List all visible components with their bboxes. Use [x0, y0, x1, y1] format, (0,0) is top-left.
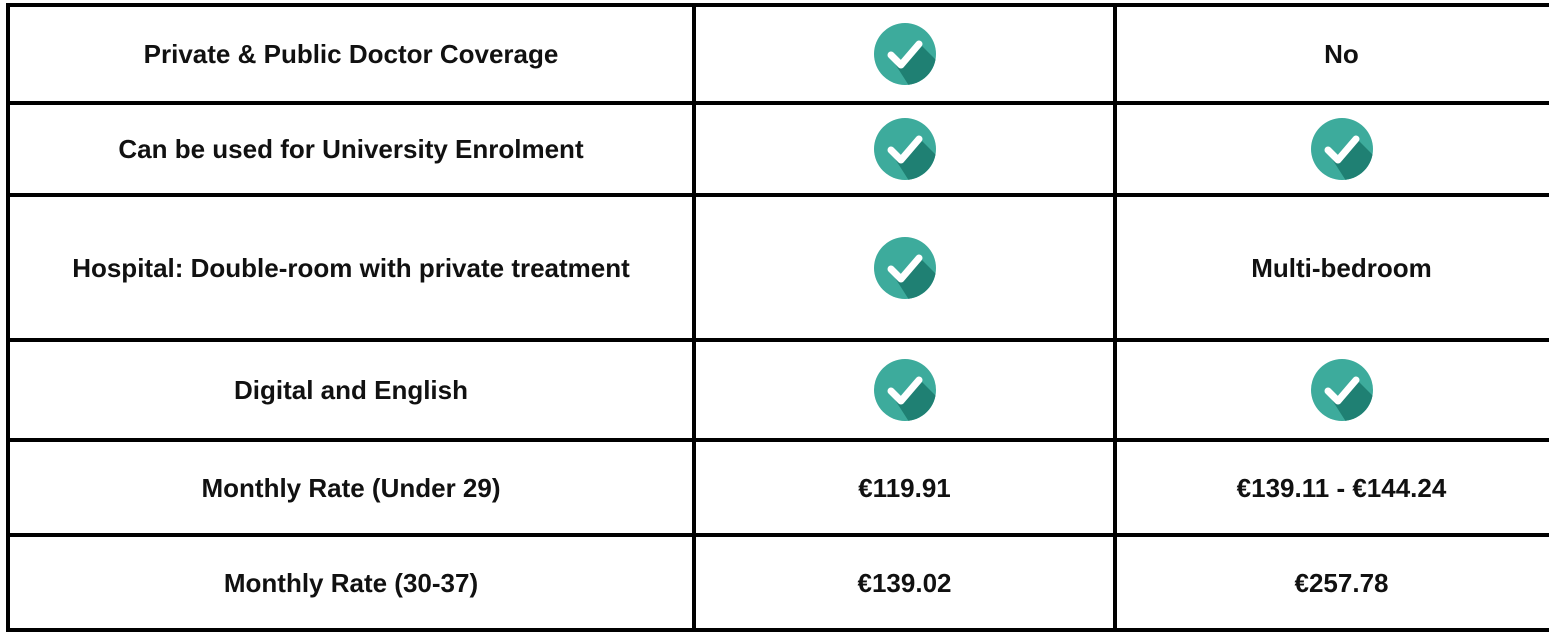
check-icon: [873, 359, 936, 421]
check-icon: [873, 23, 936, 85]
text-cell: €257.78: [1113, 537, 1549, 628]
text-cell: Can be used for University Enrolment: [6, 105, 692, 193]
comparison-table: Private & Public Doctor Coverage No Can be…: [6, 3, 1549, 632]
check-cell: [692, 7, 1113, 101]
text-cell: €119.91: [692, 442, 1113, 533]
table-row: Can be used for University Enrolment: [6, 105, 1549, 197]
check-icon: [873, 236, 936, 299]
text-cell: No: [1113, 7, 1549, 101]
text-cell: Hospital: Double-room with private treat…: [6, 197, 692, 338]
text-cell: Monthly Rate (30-37): [6, 537, 692, 628]
check-icon: [873, 118, 936, 180]
table-row: Private & Public Doctor Coverage No: [6, 7, 1549, 105]
check-cell: [692, 342, 1113, 438]
text-cell: Multi-bedroom: [1113, 197, 1549, 338]
check-cell: [1113, 105, 1549, 193]
table-row: Monthly Rate (30-37) €139.02 €257.78: [6, 537, 1549, 632]
check-cell: [692, 197, 1113, 338]
table-row: Digital and English: [6, 342, 1549, 442]
check-icon: [1310, 118, 1373, 180]
text-cell: Private & Public Doctor Coverage: [6, 7, 692, 101]
table-row: Hospital: Double-room with private treat…: [6, 197, 1549, 342]
text-cell: €139.02: [692, 537, 1113, 628]
check-cell: [1113, 342, 1549, 438]
text-cell: Digital and English: [6, 342, 692, 438]
check-cell: [692, 105, 1113, 193]
table-row: Monthly Rate (Under 29) €119.91 €139.11 - …: [6, 442, 1549, 537]
text-cell: €139.11 - €144.24: [1113, 442, 1549, 533]
check-icon: [1310, 359, 1373, 421]
text-cell: Monthly Rate (Under 29): [6, 442, 692, 533]
